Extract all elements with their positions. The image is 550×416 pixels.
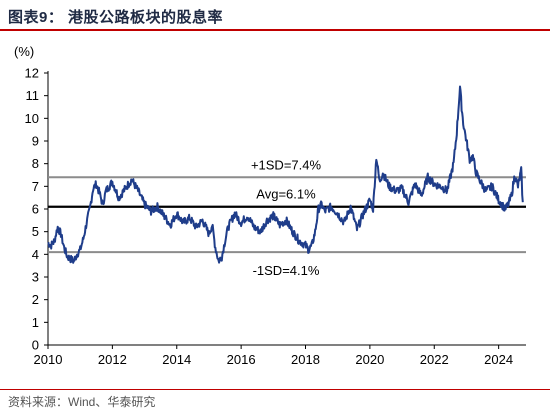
reference-label: Avg=6.1% [256, 187, 316, 202]
x-tick-label: 2018 [291, 352, 320, 367]
y-tick-label: 2 [32, 292, 39, 307]
y-tick-label: 0 [32, 338, 39, 353]
reference-label: +1SD=7.4% [251, 157, 322, 172]
x-tick-label: 2012 [98, 352, 127, 367]
y-tick-label: 6 [32, 202, 39, 217]
x-tick-label: 2010 [34, 352, 63, 367]
source-rule [0, 389, 550, 390]
y-tick-label: 9 [32, 134, 39, 149]
y-tick-label: 12 [25, 66, 39, 81]
y-unit-label: (%) [14, 44, 34, 59]
y-tick-label: 11 [26, 88, 40, 103]
source-note: 资料来源：Wind、华泰研究 [8, 395, 156, 409]
x-tick-label: 2020 [355, 352, 384, 367]
reference-label: -1SD=4.1% [253, 263, 320, 278]
title-rule [0, 29, 550, 31]
x-tick-label: 2016 [227, 352, 256, 367]
y-tick-label: 8 [32, 156, 39, 171]
x-tick-label: 2024 [484, 352, 513, 367]
x-tick-label: 2014 [162, 352, 191, 367]
y-tick-label: 3 [32, 270, 39, 285]
reference-labels: +1SD=7.4% Avg=6.1% -1SD=4.1% [251, 157, 322, 278]
series-line [47, 85, 524, 264]
y-tick-label: 10 [25, 111, 39, 126]
series-group [47, 85, 524, 264]
y-tick-label: 5 [32, 224, 39, 239]
chart-title: 图表9： 港股公路板块的股息率 [8, 9, 224, 26]
y-tick-label: 1 [32, 315, 39, 330]
y-tick-label: 7 [32, 179, 39, 194]
reference-lines [48, 176, 526, 254]
y-tick-label: 4 [32, 247, 39, 262]
x-tick-label: 2022 [420, 352, 449, 367]
